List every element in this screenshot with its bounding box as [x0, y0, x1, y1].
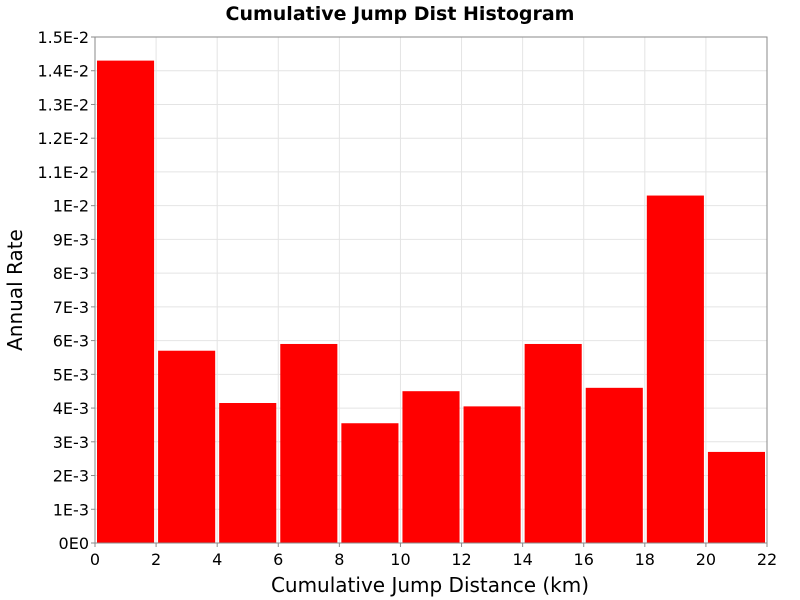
x-axis-ticks: 0 2 4 6 8 10 12 14 16 18 20 22 — [90, 543, 777, 569]
x-tick-label: 22 — [757, 550, 777, 569]
x-tick-label: 6 — [273, 550, 283, 569]
y-tick-label: 1.5E-2 — [37, 28, 89, 47]
x-tick-label: 4 — [212, 550, 222, 569]
x-tick-label: 10 — [390, 550, 410, 569]
x-tick-label: 0 — [90, 550, 100, 569]
y-axis-label: Annual Rate — [3, 229, 27, 351]
x-tick-label: 8 — [334, 550, 344, 569]
y-tick-label: 7E-3 — [53, 298, 89, 317]
x-axis-label: Cumulative Jump Distance (km) — [271, 573, 589, 597]
histogram-bar-4 — [280, 343, 338, 543]
y-tick-label: 4E-3 — [53, 399, 89, 418]
histogram-bar-2 — [158, 350, 216, 543]
histogram-bar-6 — [402, 391, 460, 543]
histogram-bar-11 — [707, 451, 765, 543]
histogram-bar-5 — [341, 423, 399, 543]
histogram-bar-10 — [646, 195, 704, 543]
y-tick-label: 1.3E-2 — [37, 95, 89, 114]
y-tick-label: 1.1E-2 — [37, 163, 89, 182]
histogram-bar-9 — [585, 387, 643, 543]
chart-title: Cumulative Jump Dist Histogram — [226, 3, 575, 25]
y-tick-label: 3E-3 — [53, 433, 89, 452]
y-axis-ticks: 0E0 1E-3 2E-3 3E-3 4E-3 5E-3 6E-3 7E-3 8E-3 9E-3 1… — [37, 28, 95, 553]
plot-frame — [94, 36, 768, 544]
x-tick-label: 18 — [635, 550, 655, 569]
y-tick-label: 5E-3 — [53, 365, 89, 384]
bars — [97, 60, 765, 543]
histogram-bar-1 — [97, 60, 155, 543]
y-tick-label: 9E-3 — [53, 230, 89, 249]
x-tick-label: 14 — [512, 550, 532, 569]
x-tick-label: 2 — [151, 550, 161, 569]
y-tick-label: 1E-3 — [53, 500, 89, 519]
y-tick-label: 8E-3 — [53, 264, 89, 283]
y-tick-label: 6E-3 — [53, 332, 89, 351]
y-tick-label: 2E-3 — [53, 467, 89, 486]
histogram-bar-7 — [463, 406, 521, 543]
y-tick-label: 1E-2 — [53, 197, 89, 216]
y-tick-label: 0E0 — [59, 534, 89, 553]
x-tick-label: 12 — [451, 550, 471, 569]
y-tick-label: 1.4E-2 — [37, 62, 89, 81]
histogram-bar-8 — [524, 343, 582, 543]
histogram-bar-3 — [219, 403, 277, 543]
y-tick-label: 1.2E-2 — [37, 129, 89, 148]
x-tick-label: 20 — [696, 550, 716, 569]
x-tick-label: 16 — [574, 550, 594, 569]
